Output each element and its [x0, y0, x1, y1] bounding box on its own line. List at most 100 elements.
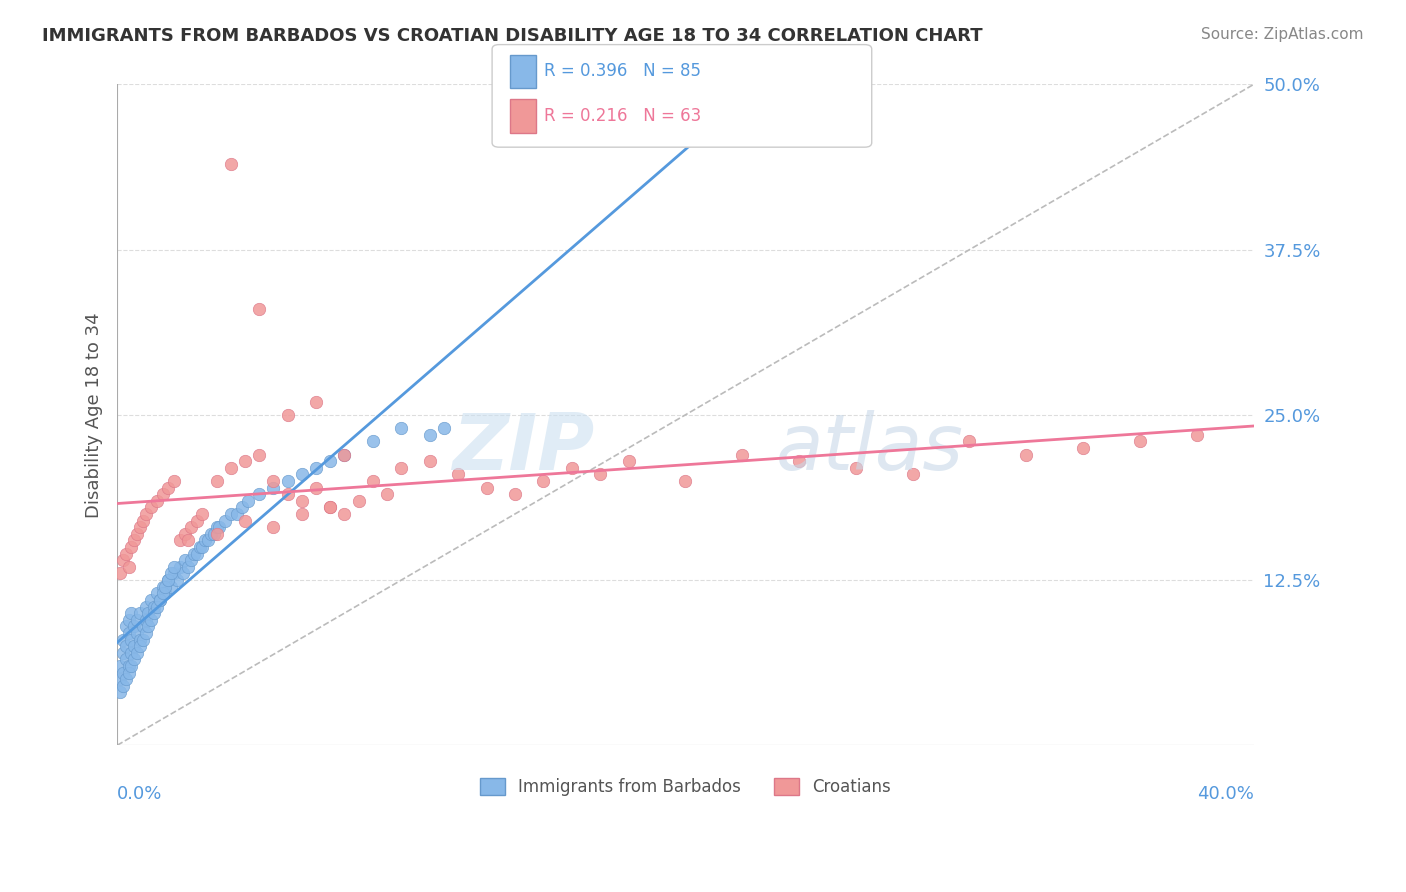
- Point: [117, 665, 139, 680]
- Point: [177, 533, 200, 548]
- Point: [361, 474, 384, 488]
- Point: [959, 434, 981, 449]
- Point: [152, 580, 174, 594]
- Point: [197, 533, 219, 548]
- Point: [202, 526, 225, 541]
- Point: [673, 474, 696, 488]
- Point: [475, 481, 498, 495]
- Point: [108, 685, 131, 699]
- Point: [114, 652, 136, 666]
- Point: [205, 520, 228, 534]
- Point: [208, 520, 231, 534]
- Point: [146, 493, 169, 508]
- Point: [188, 540, 211, 554]
- Point: [111, 646, 134, 660]
- Point: [129, 520, 152, 534]
- Y-axis label: Disability Age 18 to 34: Disability Age 18 to 34: [86, 312, 103, 517]
- Text: atlas: atlas: [776, 410, 965, 486]
- Point: [191, 507, 214, 521]
- Point: [319, 454, 342, 468]
- Point: [120, 646, 142, 660]
- Point: [305, 394, 328, 409]
- Point: [122, 533, 145, 548]
- Text: 40.0%: 40.0%: [1197, 785, 1254, 803]
- Point: [389, 460, 412, 475]
- Point: [143, 606, 166, 620]
- Point: [146, 599, 169, 614]
- Point: [291, 493, 314, 508]
- Point: [138, 606, 160, 620]
- Point: [177, 559, 200, 574]
- Point: [247, 487, 270, 501]
- Point: [138, 619, 160, 633]
- Point: [1129, 434, 1152, 449]
- Point: [108, 672, 131, 686]
- Point: [277, 474, 299, 488]
- Point: [180, 520, 202, 534]
- Point: [160, 580, 183, 594]
- Point: [122, 639, 145, 653]
- Point: [361, 434, 384, 449]
- Point: [305, 481, 328, 495]
- Point: [125, 526, 148, 541]
- Point: [141, 500, 163, 515]
- Point: [169, 559, 191, 574]
- Point: [262, 481, 284, 495]
- Point: [205, 526, 228, 541]
- Point: [135, 599, 157, 614]
- Point: [117, 659, 139, 673]
- Point: [531, 474, 554, 488]
- Text: 0.0%: 0.0%: [117, 785, 163, 803]
- Point: [132, 632, 155, 647]
- Point: [231, 500, 253, 515]
- Point: [132, 619, 155, 633]
- Point: [291, 467, 314, 482]
- Point: [125, 646, 148, 660]
- Point: [111, 553, 134, 567]
- Text: R = 0.396   N = 85: R = 0.396 N = 85: [544, 62, 702, 79]
- Point: [129, 606, 152, 620]
- Text: Source: ZipAtlas.com: Source: ZipAtlas.com: [1201, 27, 1364, 42]
- Point: [233, 454, 256, 468]
- Point: [236, 493, 259, 508]
- Point: [589, 467, 612, 482]
- Point: [117, 559, 139, 574]
- Point: [1071, 441, 1094, 455]
- Point: [319, 500, 342, 515]
- Point: [129, 639, 152, 653]
- Point: [333, 448, 356, 462]
- Text: ZIP: ZIP: [453, 410, 595, 486]
- Point: [163, 566, 186, 581]
- Point: [108, 659, 131, 673]
- Point: [419, 454, 441, 468]
- Point: [155, 586, 177, 600]
- Point: [141, 593, 163, 607]
- Point: [1015, 448, 1038, 462]
- Point: [172, 566, 194, 581]
- Point: [117, 613, 139, 627]
- Point: [225, 507, 247, 521]
- Point: [333, 448, 356, 462]
- Point: [166, 573, 188, 587]
- Point: [111, 665, 134, 680]
- Point: [731, 448, 754, 462]
- Text: R = 0.216   N = 63: R = 0.216 N = 63: [544, 108, 702, 126]
- Point: [447, 467, 470, 482]
- Point: [157, 573, 180, 587]
- Point: [219, 507, 242, 521]
- Point: [291, 507, 314, 521]
- Point: [157, 481, 180, 495]
- Point: [262, 474, 284, 488]
- Point: [120, 659, 142, 673]
- Point: [146, 586, 169, 600]
- Point: [169, 533, 191, 548]
- Point: [111, 679, 134, 693]
- Point: [561, 460, 583, 475]
- Point: [149, 593, 172, 607]
- Point: [787, 454, 810, 468]
- Point: [219, 460, 242, 475]
- Point: [125, 626, 148, 640]
- Point: [108, 566, 131, 581]
- Point: [191, 540, 214, 554]
- Point: [214, 514, 236, 528]
